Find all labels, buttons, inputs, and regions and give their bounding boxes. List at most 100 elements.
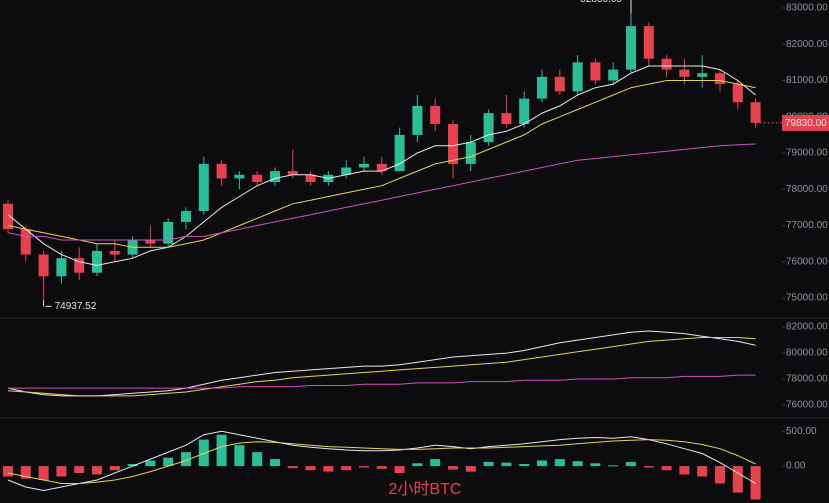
candle-body	[92, 250, 102, 273]
candle-body	[643, 26, 654, 59]
histogram-bar	[56, 466, 67, 477]
histogram-bar	[305, 466, 316, 471]
histogram-bar	[181, 452, 191, 467]
histogram-bar	[145, 460, 156, 467]
candle-body	[376, 163, 387, 172]
candle-body	[181, 211, 191, 222]
candle-body	[234, 174, 245, 179]
ma-line	[7, 337, 756, 397]
ma-line	[7, 65, 756, 266]
histogram-bar	[697, 466, 708, 477]
histogram-bar	[109, 466, 120, 471]
candle-body	[626, 26, 636, 70]
histogram-bar	[198, 439, 209, 467]
candle-body	[3, 203, 13, 230]
histogram-bar	[537, 460, 547, 467]
candle-body	[216, 163, 227, 179]
candle-body	[56, 258, 67, 277]
histogram-bar	[661, 466, 672, 471]
histogram-bar	[465, 466, 476, 472]
annotation-label: 82850.00	[580, 0, 622, 5]
candle-body	[341, 167, 352, 175]
candle-body	[554, 76, 565, 92]
histogram-bar	[38, 466, 49, 481]
y-tick-label: 82000.00	[786, 322, 828, 333]
y-tick-label: 81000.00	[786, 75, 828, 86]
y-tick-label: 0.00	[786, 461, 806, 472]
histogram-bar	[501, 462, 512, 467]
ma-line	[7, 80, 756, 248]
y-tick-label: 75000.00	[786, 293, 828, 304]
histogram-bar	[679, 466, 690, 475]
histogram-bar	[554, 459, 565, 467]
watermark: 2小时BTC	[389, 480, 462, 498]
candle-body	[270, 171, 280, 183]
candle-body	[465, 142, 476, 164]
y-tick-label: 77000.00	[786, 220, 828, 231]
histogram-bar	[394, 466, 405, 474]
histogram-bar	[626, 461, 636, 467]
y-tick-label: 78000.00	[786, 184, 828, 195]
histogram-bar	[750, 466, 761, 500]
candle-body	[305, 174, 316, 183]
candle-body	[74, 258, 85, 273]
ma-line	[8, 374, 756, 389]
histogram-bar	[341, 466, 352, 471]
y-tick-label: 500.00	[786, 426, 817, 437]
y-tick-label: 79000.00	[786, 148, 828, 159]
histogram-bar	[483, 461, 494, 467]
candle-body	[697, 73, 708, 77]
candle-body	[483, 113, 494, 143]
candle-body	[537, 76, 547, 99]
ma-line	[7, 143, 756, 241]
y-tick-label: 78000.00	[786, 374, 828, 385]
histogram-bar	[359, 466, 369, 468]
last-price-label: 79830.00	[785, 118, 827, 129]
candle-body	[590, 62, 601, 81]
histogram-bar	[376, 466, 387, 469]
histogram-bar	[270, 459, 280, 467]
candle-body	[608, 69, 619, 81]
histogram-bar	[74, 466, 85, 474]
candle-body	[661, 58, 672, 70]
candle-body	[287, 171, 298, 175]
histogram-bar	[608, 465, 619, 467]
histogram-bar	[519, 463, 530, 467]
candle-body	[252, 174, 263, 183]
candle-body	[359, 163, 369, 168]
candle-body	[394, 134, 405, 172]
y-tick-label: 76000.00	[786, 400, 828, 411]
candle-body	[732, 84, 743, 103]
histogram-bar	[234, 445, 245, 467]
histogram-bar	[732, 466, 743, 493]
histogram-bar	[590, 463, 601, 467]
histogram-bar	[412, 463, 423, 467]
candle-body	[38, 254, 49, 277]
histogram-bar	[430, 459, 441, 467]
ma-line	[7, 439, 756, 484]
annotation-label: 74937.52	[55, 301, 97, 312]
ma-line	[7, 430, 756, 492]
candle-body	[20, 229, 31, 255]
y-tick-label: 80000.00	[786, 348, 828, 359]
y-tick-label: 82000.00	[786, 39, 828, 50]
candle-body	[679, 69, 690, 77]
histogram-bar	[448, 466, 458, 470]
histogram-bar	[252, 452, 263, 467]
candle-body	[163, 221, 174, 244]
histogram-bar	[323, 466, 334, 472]
histogram-bar	[163, 457, 174, 467]
candle-body	[448, 124, 458, 164]
candle-body	[715, 73, 725, 85]
candle-body	[198, 163, 209, 212]
histogram-bar	[127, 463, 138, 467]
y-tick-label: 83000.00	[786, 3, 828, 14]
histogram-bar	[216, 434, 227, 467]
histogram-bar	[572, 461, 583, 467]
candle-body	[501, 113, 512, 125]
y-tick-label: 76000.00	[786, 256, 828, 267]
candle-body	[519, 98, 530, 125]
